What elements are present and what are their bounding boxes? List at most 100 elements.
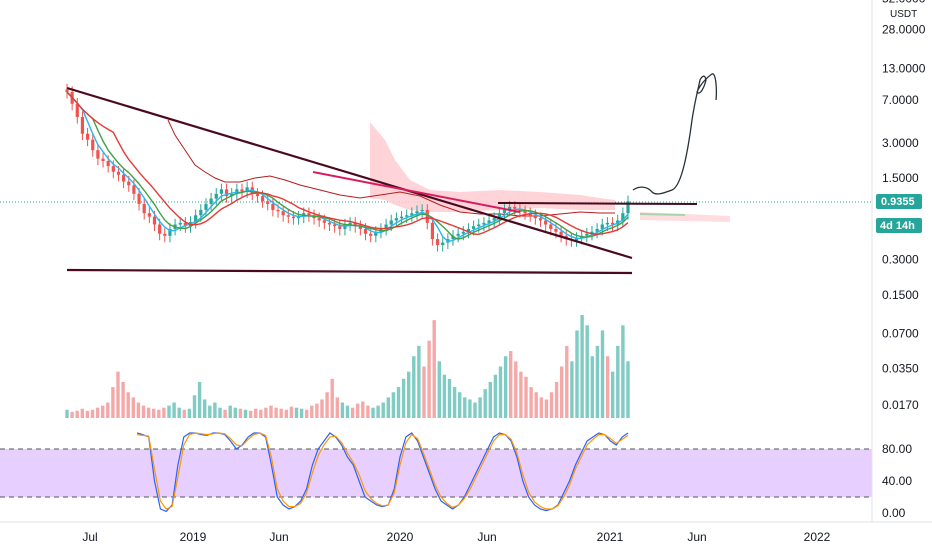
candle-body: [343, 224, 347, 229]
candle-body: [260, 196, 265, 202]
volume-bar: [65, 409, 69, 418]
volume-bar: [284, 409, 288, 418]
volume-bar: [146, 407, 151, 418]
candle-body: [554, 228, 558, 232]
candle-body: [333, 224, 337, 227]
volume-bar: [254, 408, 258, 418]
volume-bar: [289, 406, 294, 418]
candle-body: [523, 211, 527, 214]
volume-bar: [473, 402, 477, 418]
volume-bar: [611, 371, 615, 418]
candle-body: [595, 228, 599, 232]
candle-body: [600, 224, 604, 229]
support-trendline: [66, 268, 633, 275]
volume-bar: [432, 320, 436, 418]
volume-bar: [565, 345, 569, 418]
candle-body: [322, 220, 326, 223]
resistance-line: [497, 202, 698, 205]
candle-body: [286, 215, 290, 217]
volume-bar: [514, 361, 518, 418]
volume-bar: [310, 405, 314, 418]
time-tick-label: 2020: [387, 530, 414, 544]
volume-bar: [177, 407, 181, 418]
candle-body: [482, 222, 486, 225]
candle-body: [183, 222, 187, 227]
volume-bar: [509, 351, 513, 418]
volume-bar: [600, 330, 605, 418]
volume-bar: [330, 378, 334, 418]
volume-bar: [361, 401, 365, 418]
price-tick-label: 0.0170: [882, 398, 919, 412]
volume-bar: [503, 356, 508, 418]
volume-bar: [228, 405, 232, 418]
candle-body: [621, 213, 625, 221]
volume-series: [65, 315, 630, 418]
volume-bar: [172, 402, 176, 418]
candle-body: [477, 224, 481, 227]
volume-bar: [111, 387, 115, 418]
volume-bar: [452, 387, 457, 418]
candle-body: [626, 201, 630, 214]
volume-bar: [498, 366, 503, 418]
volume-bar: [539, 397, 543, 418]
volume-bar: [524, 376, 528, 418]
volume-bar: [320, 399, 324, 418]
volume-bar: [80, 408, 84, 418]
volume-bar: [208, 405, 212, 418]
candle-body: [544, 220, 548, 225]
volume-bar: [350, 407, 355, 418]
oscillator-tick-label: 40.00: [882, 474, 912, 488]
volume-bar: [197, 381, 202, 418]
volume-bar: [299, 408, 304, 418]
price-tick-label: 52.0000: [882, 0, 926, 5]
candle-body: [255, 193, 260, 197]
volume-bar: [345, 405, 350, 418]
candle-body: [574, 237, 579, 241]
candle-body: [96, 150, 100, 159]
candle-body: [549, 224, 553, 229]
candle-body: [307, 213, 311, 216]
volume-bar: [396, 387, 401, 418]
time-tick-label: Jun: [477, 530, 496, 544]
time-tick-label: Jun: [687, 530, 706, 544]
volume-bar: [75, 410, 79, 418]
candle-body: [178, 222, 182, 225]
candle-body: [85, 133, 90, 140]
volume-bar: [570, 361, 574, 418]
volume-bar: [605, 356, 610, 418]
candle-body: [80, 117, 85, 134]
price-axis-ticks: 52.0000 28.0000 13.0000 7.0000 3.0000 1.5000 0…: [882, 0, 926, 412]
volume-bar: [575, 330, 579, 418]
volume-bar: [167, 405, 171, 418]
moving-averages: [66, 91, 629, 243]
volume-bar: [422, 366, 426, 418]
candle-body: [502, 209, 507, 214]
volume-bar: [590, 356, 594, 418]
volume-bar: [386, 397, 390, 418]
candle-body: [142, 203, 146, 214]
volume-bar: [269, 405, 273, 418]
volume-bar: [437, 361, 441, 418]
volume-bar: [391, 392, 396, 418]
volume-bar: [116, 371, 120, 418]
oscillator-d-line: [136, 432, 629, 510]
volume-bar: [121, 381, 125, 418]
candle-body: [101, 158, 105, 162]
candle-body: [363, 228, 368, 234]
volume-bar: [315, 403, 319, 418]
volume-bar: [519, 371, 523, 418]
volume-bar: [325, 392, 329, 418]
candle-body: [137, 193, 141, 204]
candle-body: [291, 216, 296, 219]
volume-bar: [90, 409, 95, 418]
volume-bar: [549, 392, 554, 418]
volume-bar: [580, 315, 584, 418]
volume-bar: [356, 403, 360, 418]
volume-bar: [585, 325, 589, 418]
cloud-area: [370, 122, 615, 212]
volume-bar: [223, 409, 227, 418]
candle-body: [152, 216, 157, 225]
candle-body: [513, 206, 517, 209]
candle-body: [158, 224, 162, 234]
volume-bar: [213, 402, 217, 418]
